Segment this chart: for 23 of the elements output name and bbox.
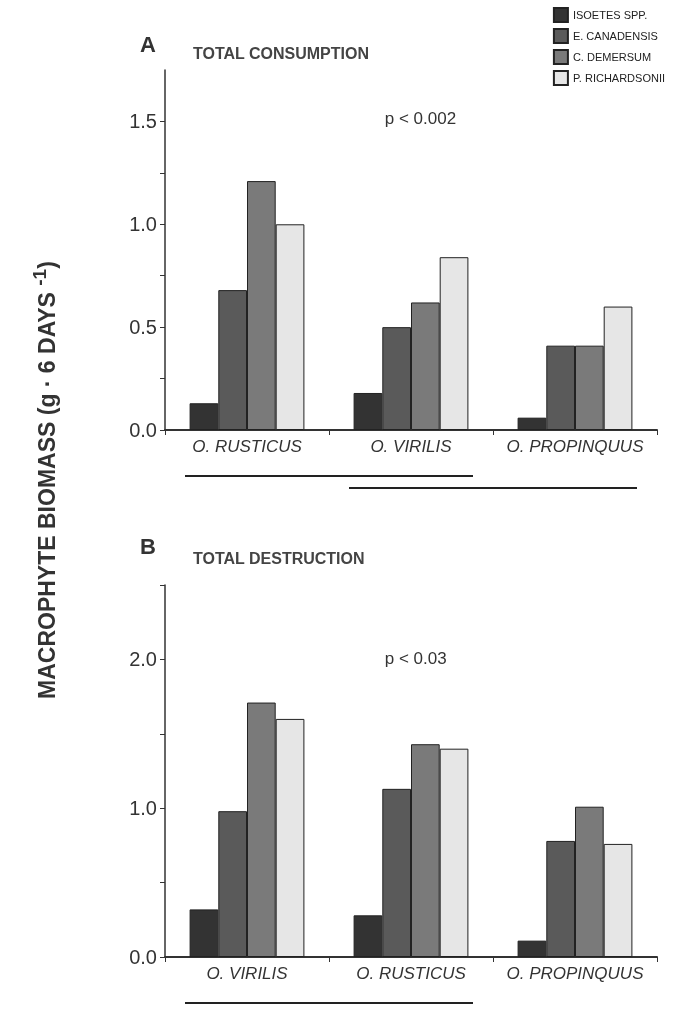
chart-title: A [140,31,156,57]
legend-label: ISOETES SPP. [572,9,648,21]
chart-subtitle: TOTAL DESTRUCTION [193,549,365,567]
x-tick-label: O. RUSTICUS [192,437,303,456]
y-tick-label: 1.5 [129,110,157,133]
y-tick-label: 0.0 [129,419,157,441]
y-tick-label: 0.5 [129,316,157,339]
x-tick-label: O. RUSTICUS [356,964,467,983]
x-tick-label: O. VIRILIS [370,437,453,456]
y-tick-label: 1.0 [129,797,157,820]
y-tick-label: 1.0 [129,213,157,236]
x-tick-label: O. PROPINQUUS [506,964,645,983]
annotation: p < 0.002 [384,109,457,128]
x-tick-label: O. PROPINQUUS [506,437,645,456]
legend-label: C. DEMERSUM [572,51,652,63]
legend-label: P. RICHARDSONII [572,72,665,84]
chart-title: B [140,533,156,559]
legend-label: E. CANADENSIS [572,30,658,42]
chart-subtitle: TOTAL CONSUMPTION [193,44,369,62]
annotation: p < 0.03 [384,649,447,668]
x-tick-label: O. VIRILIS [206,964,289,983]
y-tick-label: 2.0 [129,648,157,671]
y-tick-label: 0.0 [129,946,157,968]
